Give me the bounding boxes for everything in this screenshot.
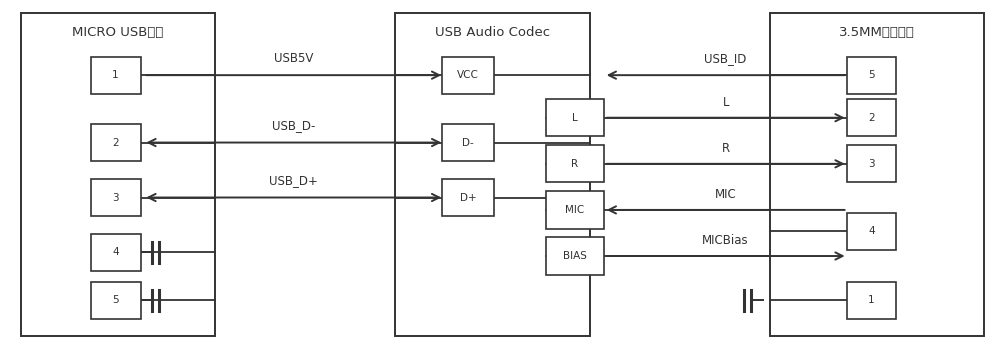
- Bar: [395, 13, 590, 336]
- Text: 5: 5: [868, 70, 875, 80]
- Text: USB5V: USB5V: [274, 52, 313, 64]
- Bar: [847, 282, 896, 319]
- Text: USB_ID: USB_ID: [704, 52, 747, 65]
- Text: MICRO USB接口: MICRO USB接口: [72, 26, 164, 39]
- Bar: [21, 13, 215, 336]
- Text: R: R: [722, 142, 730, 155]
- Bar: [847, 99, 896, 136]
- Bar: [847, 145, 896, 182]
- Text: 5: 5: [112, 295, 119, 305]
- Bar: [847, 213, 896, 250]
- Bar: [91, 234, 140, 271]
- Text: D+: D+: [460, 193, 476, 203]
- Bar: [442, 57, 494, 94]
- Text: 4: 4: [112, 247, 119, 257]
- Bar: [770, 13, 984, 336]
- Bar: [442, 179, 494, 216]
- Text: USB_D+: USB_D+: [269, 174, 318, 187]
- Bar: [91, 57, 140, 94]
- Bar: [546, 99, 604, 136]
- Text: D-: D-: [462, 137, 474, 147]
- Text: R: R: [571, 159, 578, 169]
- Text: 2: 2: [112, 137, 119, 147]
- Text: MICBias: MICBias: [702, 234, 749, 247]
- Bar: [546, 191, 604, 229]
- Bar: [442, 124, 494, 161]
- Text: MIC: MIC: [565, 205, 585, 215]
- Text: 4: 4: [868, 226, 875, 236]
- Bar: [91, 282, 140, 319]
- Bar: [91, 179, 140, 216]
- Text: 1: 1: [112, 70, 119, 80]
- Text: 2: 2: [868, 113, 875, 123]
- Text: MIC: MIC: [715, 188, 737, 201]
- Text: L: L: [572, 113, 578, 123]
- Text: 1: 1: [868, 295, 875, 305]
- Text: USB Audio Codec: USB Audio Codec: [435, 26, 550, 39]
- Text: 3: 3: [112, 193, 119, 203]
- Bar: [91, 124, 140, 161]
- Text: BIAS: BIAS: [563, 251, 587, 261]
- Bar: [546, 237, 604, 274]
- Bar: [546, 145, 604, 182]
- Text: L: L: [722, 96, 729, 109]
- Text: 3.5MM耳机插座: 3.5MM耳机插座: [839, 26, 915, 39]
- Bar: [847, 57, 896, 94]
- Text: 3: 3: [868, 159, 875, 169]
- Text: VCC: VCC: [457, 70, 479, 80]
- Text: USB_D-: USB_D-: [272, 119, 315, 132]
